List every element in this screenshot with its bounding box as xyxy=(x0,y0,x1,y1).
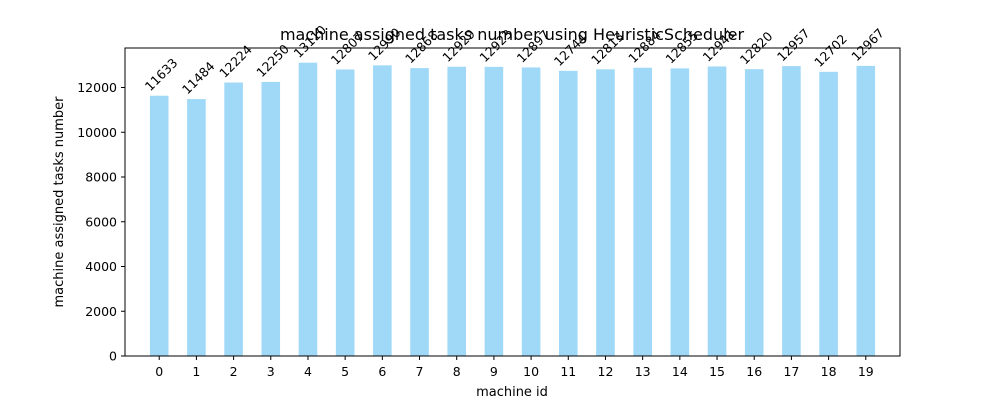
data-label-0: 11633 xyxy=(142,55,181,94)
bar-9 xyxy=(484,66,504,356)
bar-14 xyxy=(670,68,690,356)
y-tick-label-12000: 12000 xyxy=(77,80,117,95)
y-tick-label-10000: 10000 xyxy=(77,125,117,140)
bar-0 xyxy=(149,95,169,356)
bar-6 xyxy=(373,65,392,357)
data-label-19: 12967 xyxy=(848,25,887,64)
bar-7 xyxy=(410,68,429,356)
bar-19 xyxy=(856,65,876,356)
x-tick-label-2: 2 xyxy=(230,364,238,379)
y-tick-label-2000: 2000 xyxy=(85,304,117,319)
bar-2 xyxy=(224,82,243,356)
y-tick-label-8000: 8000 xyxy=(85,170,117,185)
bar-11 xyxy=(558,70,578,356)
bar-16 xyxy=(744,69,764,356)
x-tick-label-19: 19 xyxy=(858,364,874,379)
bar-1 xyxy=(187,99,206,357)
x-tick-label-0: 0 xyxy=(155,364,163,379)
plot-area: 1163311484122241225013110128071299012868… xyxy=(77,22,901,379)
y-tick-label-4000: 4000 xyxy=(85,259,117,274)
data-label-18: 12702 xyxy=(811,31,850,70)
bar-13 xyxy=(633,67,652,357)
bar-3 xyxy=(261,81,281,356)
data-label-1: 11484 xyxy=(179,58,218,97)
x-tick-label-17: 17 xyxy=(783,364,799,379)
data-label-17: 12957 xyxy=(774,25,813,64)
bar-4 xyxy=(298,62,318,357)
x-axis-label: machine id xyxy=(476,385,548,400)
bar-8 xyxy=(447,66,467,357)
bar-10 xyxy=(521,67,541,356)
x-tick-label-18: 18 xyxy=(821,364,837,379)
y-axis-label: machine assigned tasks number xyxy=(52,96,67,308)
bar-12 xyxy=(596,69,615,356)
x-tick-label-10: 10 xyxy=(523,364,539,379)
x-tick-label-14: 14 xyxy=(672,364,688,379)
chart-title: machine assigned tasks number using Heur… xyxy=(280,25,745,44)
x-tick-label-4: 4 xyxy=(304,364,312,379)
data-label-3: 12250 xyxy=(253,41,292,80)
x-tick-label-3: 3 xyxy=(267,364,275,379)
x-tick-label-13: 13 xyxy=(635,364,651,379)
x-tick-label-8: 8 xyxy=(453,364,461,379)
y-tick-label-6000: 6000 xyxy=(85,214,117,229)
x-tick-label-5: 5 xyxy=(341,364,349,379)
x-tick-label-1: 1 xyxy=(192,364,200,379)
x-tick-label-12: 12 xyxy=(598,364,614,379)
x-tick-label-16: 16 xyxy=(746,364,762,379)
bar-17 xyxy=(782,66,801,357)
y-tick-label-0: 0 xyxy=(109,349,117,364)
bar-5 xyxy=(335,69,355,356)
x-tick-label-11: 11 xyxy=(560,364,576,379)
x-tick-label-9: 9 xyxy=(490,364,498,379)
bar-15 xyxy=(707,66,727,356)
x-tick-label-15: 15 xyxy=(709,364,725,379)
bar-18 xyxy=(819,71,838,356)
plot-frame xyxy=(124,47,901,357)
x-tick-label-7: 7 xyxy=(416,364,424,379)
x-tick-label-6: 6 xyxy=(378,364,386,379)
